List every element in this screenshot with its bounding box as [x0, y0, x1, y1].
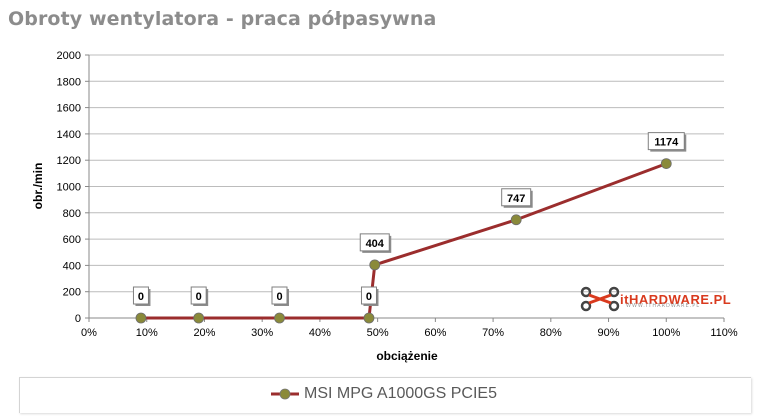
y-tick-label: 1400: [57, 129, 81, 141]
data-label-box: [359, 233, 390, 252]
x-tick-label: 80%: [540, 327, 562, 339]
data-point: [135, 312, 147, 324]
y-tick-labels: 0 200 400 600 800 1000 1200 1400 1600 1800 2000: [57, 50, 81, 325]
data-point: [510, 214, 522, 226]
watermark-sub: WWW.ITHARDWARE.PL: [626, 303, 700, 309]
data-label-text: 0: [138, 291, 144, 303]
data-point: [363, 312, 375, 324]
data-point: [369, 259, 381, 271]
x-tick-label: 90%: [598, 327, 620, 339]
legend-item: MSI MPG A1000GS PCIE5: [270, 385, 497, 403]
y-tick-label: 400: [63, 260, 81, 272]
data-label-box: [647, 132, 685, 151]
y-tick-label: 0: [75, 313, 81, 325]
watermark-prefix: it: [620, 291, 629, 307]
x-tick-label: 60%: [424, 327, 446, 339]
data-label-box: [190, 286, 207, 305]
data-point: [660, 158, 672, 170]
y-tick-label: 2000: [57, 50, 81, 62]
data-label: 0: [190, 286, 209, 306]
x-tick-label: 20%: [193, 327, 215, 339]
y-tick-label: 1200: [57, 155, 81, 167]
legend: MSI MPG A1000GS PCIE5: [19, 377, 751, 413]
axes: [85, 54, 725, 322]
watermark-logo: it HARDWARE.PL WWW.ITHARDWARE.PL: [580, 286, 731, 312]
logo-icon: [580, 286, 620, 312]
y-axis-label: obr./min: [31, 163, 45, 210]
data-label-box: [132, 286, 149, 305]
data-label: 1174: [647, 132, 687, 152]
data-label: 747: [501, 188, 533, 208]
data-label-text: 1174: [654, 137, 679, 149]
data-label: 404: [359, 233, 392, 253]
y-tick-label: 200: [63, 287, 81, 299]
x-tick-label: 0%: [81, 327, 97, 339]
data-label-text: 404: [366, 238, 385, 250]
data-label: 0: [271, 286, 289, 306]
data-label: 0: [360, 286, 379, 306]
data-label-text: 747: [507, 193, 525, 205]
chart-title: Obroty wentylatora - praca półpasywna: [8, 8, 437, 30]
x-tick-label: 40%: [309, 327, 331, 339]
x-tick-labels: 0% 10% 20% 30% 40% 50% 60% 70% 80% 90% 100% 110%: [81, 327, 738, 339]
data-label-box: [501, 188, 532, 207]
watermark-main: HARDWARE.PL: [628, 291, 732, 307]
x-tick-label: 70%: [482, 327, 504, 339]
data-label-box: [360, 286, 377, 305]
legend-swatch: [271, 388, 299, 400]
x-tick-label: 110%: [710, 327, 738, 339]
y-tick-label: 800: [63, 208, 81, 220]
data-label: 0: [132, 286, 151, 306]
y-tick-label: 1000: [57, 182, 81, 194]
x-tick-label: 10%: [136, 327, 158, 339]
data-point: [274, 312, 285, 324]
data-label-box: [271, 286, 288, 305]
series-markers: [135, 158, 672, 324]
y-tick-label: 1600: [57, 103, 81, 115]
legend-label: MSI MPG A1000GS PCIE5: [304, 385, 497, 402]
x-tick-label: 100%: [652, 327, 680, 339]
data-point: [193, 312, 205, 324]
grid-lines: [89, 54, 724, 293]
x-axis-label: obciążenie: [376, 349, 438, 363]
data-label-text: 0: [366, 291, 372, 303]
y-tick-label: 1800: [57, 76, 81, 88]
data-labels: 0 0 0 0 404 747 1174: [132, 132, 687, 306]
data-label-text: 0: [196, 291, 202, 303]
x-tick-label: 50%: [367, 327, 389, 339]
data-label-text: 0: [276, 291, 282, 303]
x-tick-label: 30%: [251, 327, 273, 339]
y-tick-label: 600: [63, 234, 81, 246]
